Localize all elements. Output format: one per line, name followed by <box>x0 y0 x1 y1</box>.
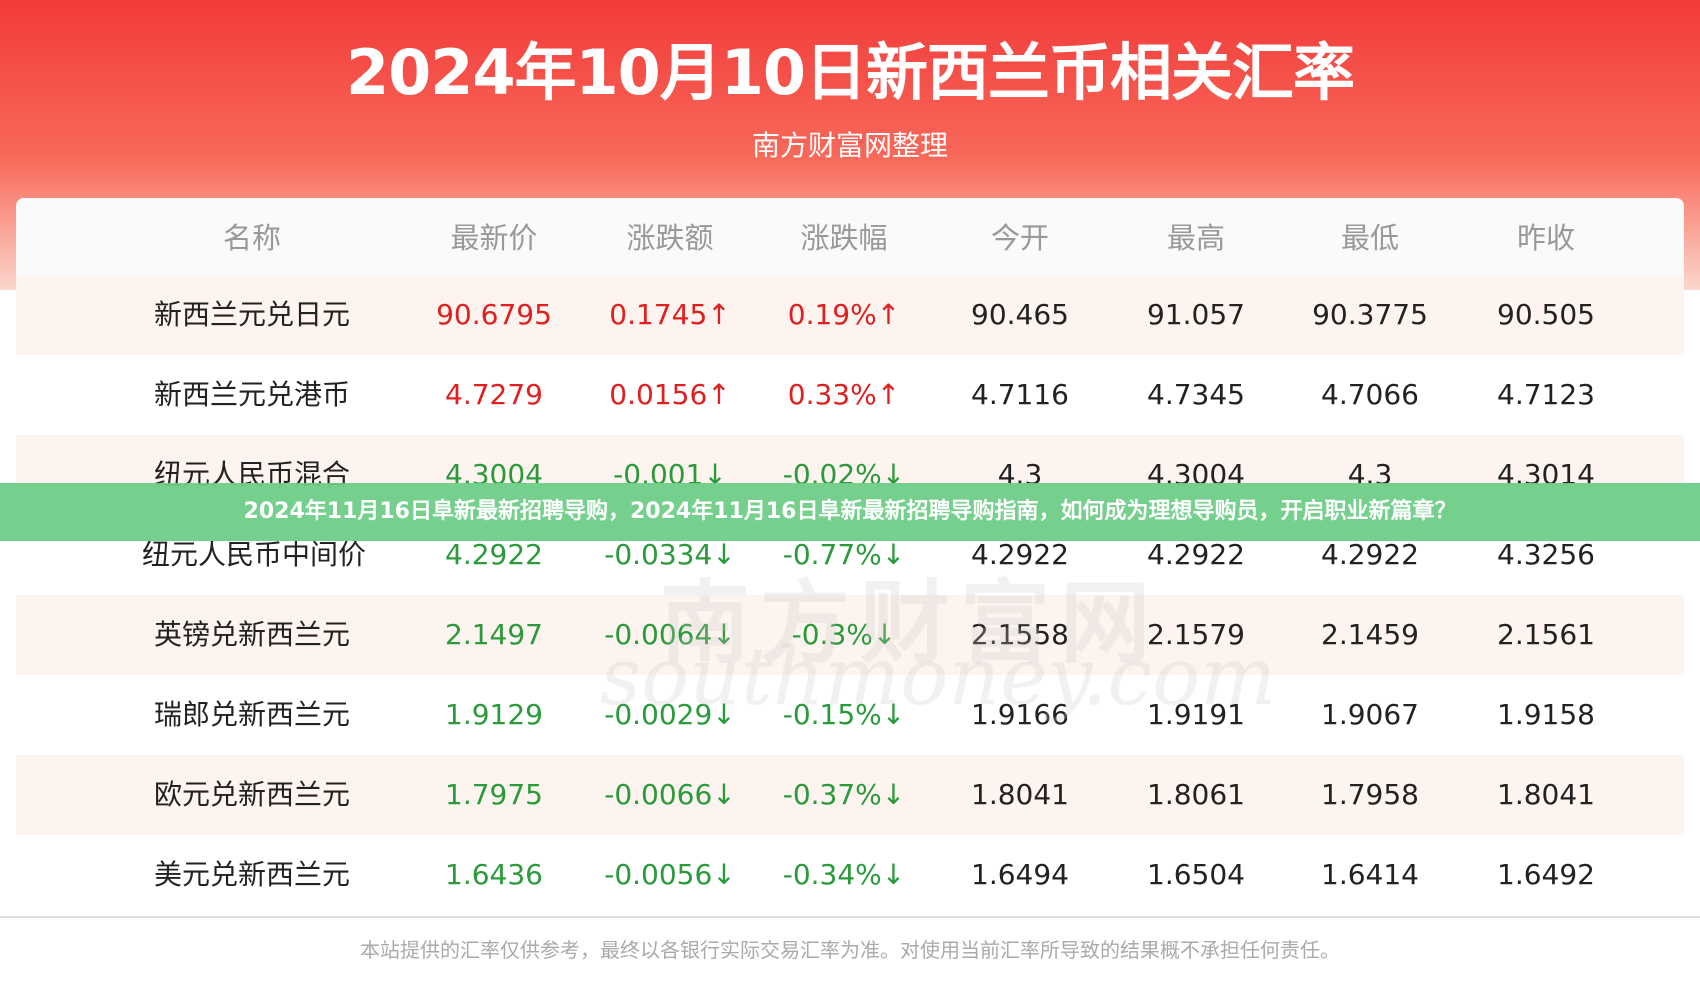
table-row: 欧元兑新西兰元 1.7975 -0.0066↓ -0.37%↓ 1.8041 1.8061… <box>16 755 1684 835</box>
row-name: 瑞郎兑新西兰元 <box>153 698 350 731</box>
title: 2024年10月10日新西兰币相关汇率 <box>345 36 1355 109</box>
cell-value: 0.1745↑ <box>609 298 731 331</box>
cell-value: 1.6436 <box>445 858 543 891</box>
banner: 2024年11月16日阜新最新招聘导购，2024年11月16日阜新最新招聘导购指… <box>0 483 1700 541</box>
cell-value: 1.6492 <box>1497 858 1595 891</box>
cell-value: -0.37%↓ <box>782 778 906 811</box>
column-header: 名称 <box>222 221 281 255</box>
watermark: 南方财富网 <box>660 571 1160 676</box>
cell-value: 90.6795 <box>436 298 552 331</box>
cell-value: 1.7975 <box>445 778 543 811</box>
table-row: 美元兑新西兰元 1.6436 -0.0056↓ -0.34%↓ 1.6494 1.6504… <box>16 835 1684 915</box>
column-header: 最高 <box>1166 221 1225 255</box>
cell-value: 0.33%↑ <box>787 378 901 411</box>
cell-value: 1.6504 <box>1147 858 1245 891</box>
cell-value: 1.8041 <box>971 778 1069 811</box>
cell-value: 0.19%↑ <box>787 298 901 331</box>
cell-value: 2.1497 <box>445 618 543 651</box>
header-row: 名称 最新价 涨跌额 涨跌幅 今开 最高 最低 昨收 <box>16 198 1684 278</box>
row-name: 欧元兑新西兰元 <box>153 778 350 811</box>
cell-value: 1.8041 <box>1497 778 1595 811</box>
divider <box>0 916 1700 918</box>
cell-value: 4.2922 <box>445 538 543 571</box>
cell-value: 1.6494 <box>971 858 1069 891</box>
cell-value: -0.0334↓ <box>604 538 736 571</box>
cell-value: 4.2922 <box>1321 538 1419 571</box>
cell-value: 90.505 <box>1497 298 1595 331</box>
cell-value: -0.0056↓ <box>604 858 736 891</box>
column-header: 最新价 <box>450 221 538 255</box>
column-header: 今开 <box>990 221 1049 255</box>
cell-value: 1.9067 <box>1321 698 1419 731</box>
footer: 本站提供的汇率仅供参考，最终以各银行实际交易汇率为准。对使用当前汇率所导致的结果… <box>360 938 1340 962</box>
cell-value: 4.7116 <box>971 378 1069 411</box>
cell-value: 1.9158 <box>1497 698 1595 731</box>
table-row: 瑞郎兑新西兰元 1.9129 -0.0029↓ -0.15%↓ 1.9166 1.9191… <box>16 675 1684 755</box>
cell-value: 2.1561 <box>1497 618 1595 651</box>
subtitle: 南方财富网整理 <box>751 129 948 162</box>
column-header: 涨跌幅 <box>800 221 888 255</box>
cell-value: -0.34%↓ <box>782 858 906 891</box>
cell-value: 4.3256 <box>1497 538 1595 571</box>
cell-value: -0.15%↓ <box>782 698 906 731</box>
cell-value: 4.2922 <box>971 538 1069 571</box>
cell-value: 1.7958 <box>1321 778 1419 811</box>
table-row: 新西兰元兑日元 90.6795 0.1745↑ 0.19%↑ 90.465 91.057 9… <box>16 275 1684 355</box>
cell-value: -0.0066↓ <box>604 778 736 811</box>
row-name: 新西兰元兑日元 <box>153 298 350 331</box>
table-row: 英镑兑新西兰元 2.1497 -0.0064↓ -0.3%↓ 2.1558 2.1579 2… <box>16 595 1684 675</box>
row-name: 英镑兑新西兰元 <box>153 618 350 651</box>
row-name: 美元兑新西兰元 <box>153 858 350 891</box>
cell-value: 4.2922 <box>1147 538 1245 571</box>
column-header: 昨收 <box>1516 221 1575 255</box>
cell-value: -0.0064↓ <box>604 618 736 651</box>
column-header: 最低 <box>1340 221 1399 255</box>
table-row: 新西兰元兑港币 4.7279 0.0156↑ 0.33%↑ 4.7116 4.7345 4.… <box>16 355 1684 435</box>
cell-value: 4.7066 <box>1321 378 1419 411</box>
cell-value: 2.1558 <box>971 618 1069 651</box>
cell-value: 1.6414 <box>1321 858 1419 891</box>
cell-value: -0.77%↓ <box>782 538 906 571</box>
cell-value: 4.7345 <box>1147 378 1245 411</box>
cell-value: 4.7123 <box>1497 378 1595 411</box>
cell-value: 2.1459 <box>1321 618 1419 651</box>
cell-value: 1.9129 <box>445 698 543 731</box>
cell-value: 90.3775 <box>1312 298 1428 331</box>
column-header: 涨跌额 <box>626 221 714 255</box>
cell-value: -0.3%↓ <box>791 618 897 651</box>
cell-value: 90.465 <box>971 298 1069 331</box>
watermark: southmoney.com <box>600 630 1277 723</box>
cell-value: 0.0156↑ <box>609 378 731 411</box>
table: 名称 最新价 涨跌额 涨跌幅 今开 最高 最低 昨收新西兰元兑日元 90.6795 0.1745↑… <box>16 198 1684 916</box>
row-name: 新西兰元兑港币 <box>153 378 350 411</box>
cell-value: 1.9166 <box>971 698 1069 731</box>
cell-value: 1.9191 <box>1147 698 1245 731</box>
cell-value: -0.0029↓ <box>604 698 736 731</box>
cell-value: 1.8061 <box>1147 778 1245 811</box>
cell-value: 4.7279 <box>445 378 543 411</box>
row-name: 纽元人民币中间价 <box>142 538 367 571</box>
cell-value: 2.1579 <box>1147 618 1245 651</box>
cell-value: 91.057 <box>1147 298 1245 331</box>
